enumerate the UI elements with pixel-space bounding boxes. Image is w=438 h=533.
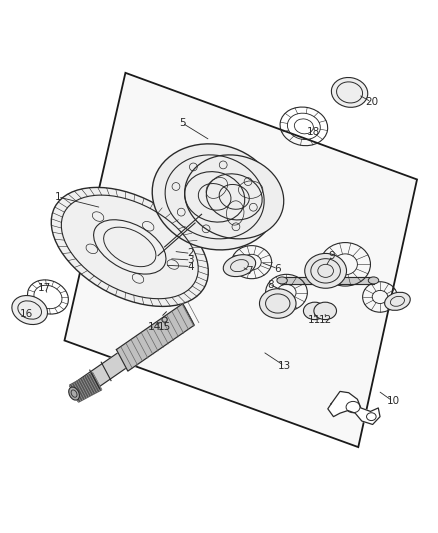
Text: 6: 6	[275, 264, 281, 273]
Ellipse shape	[185, 155, 284, 239]
Text: 1: 1	[55, 192, 61, 202]
Text: 2: 2	[187, 248, 194, 259]
Text: 15: 15	[158, 321, 171, 332]
Ellipse shape	[12, 295, 47, 325]
Ellipse shape	[305, 254, 346, 288]
Ellipse shape	[304, 302, 326, 320]
Text: 20: 20	[365, 97, 378, 107]
Text: 14: 14	[148, 321, 161, 332]
Ellipse shape	[385, 292, 410, 310]
Text: 11: 11	[308, 314, 321, 325]
Polygon shape	[328, 391, 380, 424]
Text: 16: 16	[20, 309, 33, 319]
Text: 18: 18	[307, 127, 320, 138]
Ellipse shape	[259, 289, 296, 318]
Ellipse shape	[152, 144, 277, 250]
Text: 12: 12	[319, 314, 332, 325]
Polygon shape	[117, 304, 194, 371]
Polygon shape	[64, 73, 417, 447]
Text: 4: 4	[187, 262, 194, 271]
Text: 5: 5	[179, 118, 185, 128]
Ellipse shape	[69, 387, 79, 400]
Polygon shape	[70, 373, 102, 402]
Ellipse shape	[223, 255, 256, 277]
Text: 7: 7	[246, 266, 253, 276]
Text: 8: 8	[267, 280, 274, 290]
Text: 9: 9	[329, 251, 336, 261]
Ellipse shape	[277, 277, 287, 284]
Polygon shape	[70, 306, 193, 401]
Ellipse shape	[332, 77, 368, 107]
Text: 13: 13	[278, 361, 291, 371]
Text: 17: 17	[38, 283, 52, 293]
Ellipse shape	[51, 188, 208, 306]
Ellipse shape	[368, 277, 379, 284]
Polygon shape	[282, 277, 374, 284]
Text: 3: 3	[187, 255, 194, 265]
Ellipse shape	[314, 302, 336, 320]
Text: 10: 10	[386, 397, 399, 407]
